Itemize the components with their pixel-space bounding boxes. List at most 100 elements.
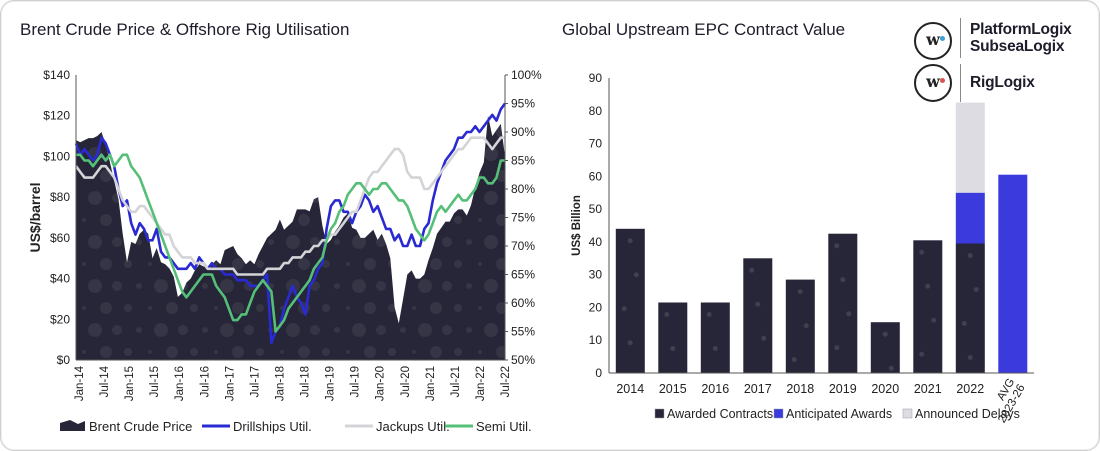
pattern-dot — [442, 193, 452, 203]
y2-tick-label: 85% — [511, 154, 535, 168]
pattern-dot — [310, 193, 320, 203]
pattern-dot — [286, 323, 300, 337]
pattern-dot — [334, 151, 340, 157]
pattern-dot — [148, 306, 152, 310]
pattern-dot — [256, 304, 264, 312]
bar-pattern-dot — [931, 317, 937, 323]
y2-tick-label: 50% — [511, 353, 535, 367]
pattern-dot — [430, 346, 442, 358]
y-tick-label: $100 — [43, 149, 70, 163]
x-tick-label: Jul-15 — [149, 366, 161, 397]
pattern-dot — [82, 306, 86, 310]
bar-pattern-dot — [888, 365, 894, 371]
pattern-dot — [148, 350, 152, 354]
pattern-dot — [268, 195, 274, 201]
y-tick-label: $0 — [57, 353, 71, 367]
pattern-dot — [466, 327, 472, 333]
pattern-dot — [214, 218, 218, 222]
pattern-dot — [268, 151, 274, 157]
pattern-dot — [466, 107, 472, 113]
pattern-dot — [418, 279, 432, 293]
pattern-dot — [202, 327, 208, 333]
y2-tick-label: 95% — [511, 97, 535, 111]
bar-awarded-contracts-2018 — [785, 279, 815, 373]
y2-tick-label: 75% — [511, 211, 535, 225]
bar-anticipated-awards-avg-2023-26 — [998, 174, 1028, 373]
pattern-dot — [244, 105, 254, 115]
left-chart-title: Brent Crude Price & Offshore Rig Utilisa… — [20, 20, 350, 39]
pattern-dot — [280, 130, 284, 134]
riglogix-logo-icon: w — [914, 64, 952, 102]
pattern-dot — [430, 302, 442, 314]
bar-pattern-dot — [670, 346, 676, 352]
bar-pattern-dot — [627, 340, 633, 346]
pattern-dot — [232, 258, 244, 270]
pattern-dot — [364, 346, 376, 358]
pattern-dot — [136, 107, 142, 113]
pattern-dot — [310, 237, 320, 247]
bar-pattern-dot — [973, 287, 979, 293]
pattern-dot — [214, 350, 218, 354]
x-tick-label: 2021 — [914, 382, 942, 396]
pattern-dot — [346, 86, 350, 90]
x-tick-label: Jul-17 — [249, 366, 261, 397]
x-tick-label: Jan-19 — [325, 366, 337, 401]
y2-tick-label: 55% — [511, 325, 535, 339]
brand-name-platformlogix: PlatformLogix — [970, 21, 1072, 38]
legend-label: Awarded Contracts — [667, 407, 773, 421]
pattern-dot — [88, 235, 102, 249]
pattern-dot — [124, 128, 132, 136]
bar-pattern-dot — [712, 346, 718, 352]
pattern-dot — [232, 214, 244, 226]
bar-pattern-dot — [706, 312, 712, 318]
x-tick-label: 2014 — [616, 382, 644, 396]
pattern-dot — [418, 323, 432, 337]
pattern-dot — [298, 126, 310, 138]
pattern-dot — [322, 84, 330, 92]
pattern-dot — [376, 193, 386, 203]
pattern-dot — [496, 82, 508, 94]
pattern-dot — [412, 262, 416, 266]
bar-pattern-dot — [761, 335, 767, 341]
pattern-dot — [154, 115, 168, 117]
pattern-dot — [298, 82, 310, 94]
pattern-dot — [178, 325, 188, 335]
pattern-dot — [214, 174, 218, 178]
pattern-dot — [346, 174, 350, 178]
pattern-dot — [466, 283, 472, 289]
legend-label: Drillships Util. — [233, 419, 312, 434]
x-tick-label: 2016 — [701, 382, 729, 396]
pattern-dot — [268, 107, 274, 113]
pattern-dot — [232, 302, 244, 314]
pattern-dot — [430, 126, 442, 138]
pattern-dot — [412, 130, 416, 134]
epc-contract-value-chart: 0 10 20 30 40 50 60 70 80 90 2014 2015 2016 2017 2018 2… — [571, 71, 1034, 425]
pattern-dot — [166, 302, 178, 314]
pattern-dot — [478, 218, 482, 222]
pattern-dot — [136, 327, 142, 333]
pattern-dot — [286, 191, 300, 205]
x-tick-label: Jul-21 — [450, 366, 462, 397]
pattern-dot — [484, 323, 498, 337]
y-tick-label: $120 — [43, 109, 70, 123]
pattern-dot — [256, 128, 264, 136]
pattern-dot — [148, 262, 152, 266]
x-tick-label: 2015 — [659, 382, 687, 396]
pattern-dot — [496, 346, 505, 358]
pattern-dot — [412, 350, 416, 354]
pattern-dot — [178, 105, 188, 115]
legend-swatch — [902, 408, 913, 419]
bar-awarded-contracts-2020 — [870, 322, 900, 373]
pattern-dot — [322, 260, 330, 268]
pattern-dot — [430, 258, 442, 270]
x-tick-label: Jan-21 — [425, 366, 437, 401]
pattern-dot — [298, 170, 310, 182]
x-tick-label: Jan-20 — [375, 366, 387, 401]
pattern-dot — [418, 191, 432, 205]
pattern-dot — [442, 237, 452, 247]
pattern-dot — [346, 350, 350, 354]
pattern-dot — [244, 237, 254, 247]
bar-pattern-dot — [791, 357, 797, 363]
y2-tick-label: 60% — [511, 296, 535, 310]
logo-dot-icon — [940, 36, 945, 41]
